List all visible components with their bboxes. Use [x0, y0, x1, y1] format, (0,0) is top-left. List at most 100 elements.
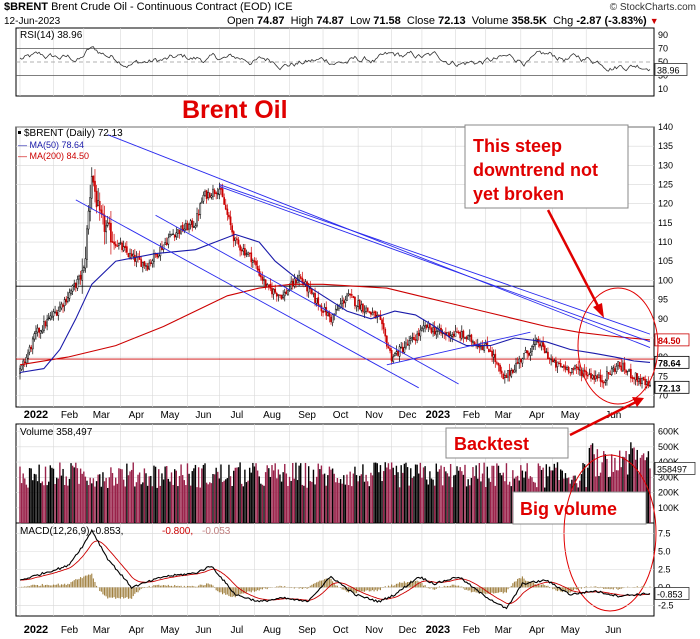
- volume-bar: [402, 472, 404, 523]
- macd-hist-legend: -0.053: [202, 526, 231, 537]
- price-candle-body: [149, 262, 152, 264]
- chg-value: -2.87 (-3.83%): [576, 15, 647, 27]
- price-candle-body: [43, 321, 45, 331]
- volume-bar: [127, 475, 130, 523]
- price-candle-body: [199, 203, 202, 215]
- volume-bar: [73, 467, 75, 523]
- volume-bar: [91, 483, 93, 523]
- volume-bar: [51, 467, 53, 523]
- x-tick-label-bottom: May: [561, 625, 580, 636]
- price-candle-body: [505, 375, 508, 378]
- rsi-line: [19, 46, 651, 72]
- ellipse-volume: [563, 454, 657, 612]
- volume-bar: [411, 477, 414, 523]
- volume-bar: [221, 481, 224, 523]
- price-candle-body: [334, 308, 337, 315]
- price-candle-body: [590, 373, 592, 379]
- volume-bar: [303, 485, 305, 523]
- chart-date: 12-Jun-2023: [4, 16, 61, 27]
- price-candle-body: [373, 311, 375, 313]
- volume-bar: [63, 485, 66, 523]
- volume-bar: [233, 470, 235, 523]
- price-candle-body: [74, 282, 77, 288]
- volume-bar: [134, 486, 136, 523]
- volume-bar: [189, 485, 192, 523]
- volume-bar: [59, 462, 61, 523]
- volume-bar: [504, 481, 506, 523]
- price-candle-body: [637, 377, 640, 382]
- price-candle-body: [384, 329, 387, 337]
- volume-bar: [410, 468, 412, 523]
- price-candle-body: [145, 265, 147, 267]
- volume-bar: [604, 454, 607, 523]
- annotation-box-downtrend: [464, 124, 629, 209]
- price-candle-body: [49, 315, 52, 320]
- price-candle-body: [126, 246, 128, 253]
- volume-bar: [478, 463, 481, 523]
- price-candle-body: [185, 223, 187, 230]
- volume-bar: [634, 459, 637, 523]
- price-candle-body: [417, 332, 420, 336]
- price-candle-body: [480, 346, 482, 349]
- volume-bar: [508, 481, 511, 523]
- price-candle-body: [513, 369, 516, 373]
- volume-bar: [258, 476, 260, 523]
- price-candle-body: [127, 253, 130, 257]
- volume-bar: [244, 469, 246, 523]
- volume-bar: [378, 472, 380, 523]
- volume-bar: [472, 467, 474, 523]
- price-candle-body: [437, 330, 439, 333]
- volume-bar: [46, 485, 48, 523]
- x-tick-label-bottom: Aug: [263, 625, 281, 636]
- x-tick-label-bottom: Apr: [129, 625, 145, 636]
- x-tick-label: Apr: [129, 410, 145, 421]
- volume-bar: [25, 484, 28, 523]
- price-candle-body: [60, 303, 63, 309]
- volume-bar: [449, 464, 452, 523]
- x-tick-label-bottom: Feb: [61, 625, 79, 636]
- price-candle-body: [271, 288, 273, 295]
- volume-bar: [33, 473, 36, 523]
- volume-bar: [341, 483, 343, 523]
- volume-bar: [288, 476, 291, 523]
- price-candle-body: [561, 366, 564, 368]
- price-candle-body: [352, 295, 355, 299]
- volume-bar: [209, 482, 211, 523]
- volume-bar: [263, 485, 265, 523]
- volume-bar: [292, 462, 294, 523]
- volume-bar: [445, 471, 447, 523]
- volume-bar: [354, 466, 356, 523]
- price-candle-body: [510, 370, 513, 377]
- volume-bar: [154, 466, 157, 523]
- price-candle-body: [175, 232, 178, 238]
- price-candle-body: [594, 375, 597, 380]
- volume-bar: [114, 477, 117, 523]
- x-tick-label: Feb: [463, 410, 481, 421]
- macd-tick-label: 5.0: [658, 547, 671, 557]
- price-candle-body: [291, 281, 294, 287]
- volume-bar: [38, 464, 40, 523]
- price-candle-body: [178, 229, 181, 234]
- macd-last-box: [654, 587, 690, 600]
- x-tick-label: May: [160, 410, 179, 421]
- volume-bar: [387, 463, 390, 523]
- trendline-6: [386, 331, 531, 366]
- price-candle-body: [441, 332, 444, 335]
- volume-bar: [103, 481, 106, 523]
- macd-legend: MACD(12,26,9) -0.853,: [20, 526, 123, 537]
- volume-bar: [44, 466, 47, 523]
- price-candle-body: [397, 350, 399, 356]
- price-candle-body: [591, 375, 594, 379]
- x-tick-label: Jun: [195, 410, 211, 421]
- price-tick-label: 75: [658, 371, 668, 381]
- price-candle-body: [114, 243, 117, 247]
- volume-bar: [306, 487, 308, 523]
- volume-bar: [426, 479, 428, 523]
- price-candle-body: [122, 246, 125, 251]
- volume-bar: [202, 464, 205, 523]
- volume-bar: [223, 480, 225, 523]
- price-candle-body: [526, 350, 529, 354]
- price-candle-body: [141, 262, 144, 268]
- volume-bar: [102, 472, 104, 523]
